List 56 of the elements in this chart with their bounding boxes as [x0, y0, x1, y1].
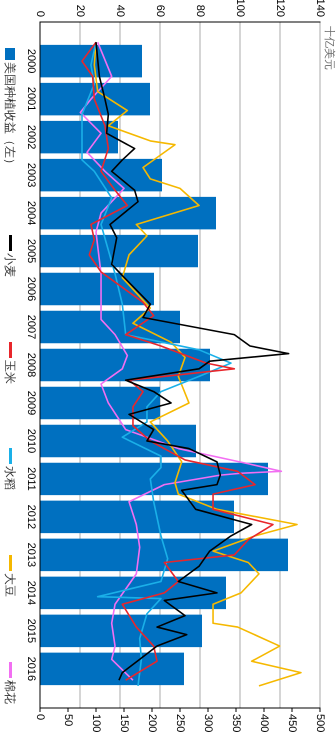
x2-tick-label: 200: [146, 714, 158, 732]
y-tick-label: 2003: [24, 162, 37, 188]
y-tick-label: 2011: [24, 467, 37, 491]
x2-tick-label: 450: [286, 714, 298, 732]
legend-label: 大豆: [3, 573, 17, 598]
y-tick-label: 2001: [24, 86, 37, 112]
bar: [40, 424, 196, 458]
bar: [40, 44, 142, 78]
y-tick-label: 2014: [24, 580, 37, 606]
x2-tick-label: 0: [34, 714, 46, 720]
bar: [40, 272, 154, 306]
y-tick-label: 2016: [24, 656, 37, 682]
legend-label: 水稻: [3, 466, 17, 490]
bar: [40, 158, 162, 192]
y-tick-label: 2009: [24, 390, 37, 416]
bar: [40, 386, 160, 420]
x2-tick-label: 400: [258, 714, 270, 732]
bar: [40, 500, 234, 534]
legend-label: 棉花: [3, 680, 17, 704]
bar: [40, 120, 118, 154]
y-tick-label: 2008: [24, 352, 37, 378]
y-tick-label: 2015: [24, 618, 37, 644]
legend-label: 玉米: [3, 360, 17, 384]
y-tick-label: 2012: [24, 504, 37, 530]
legend-label: 美国种植收益（左）: [3, 62, 17, 170]
y-tick-label: 2006: [24, 276, 37, 302]
legend-label: 小麦: [3, 252, 17, 277]
x2-tick-label: 100: [90, 714, 102, 732]
y-tick-label: 2004: [24, 200, 37, 226]
bar: [40, 614, 202, 648]
y-tick-label: 2013: [24, 542, 37, 568]
bar: [40, 576, 226, 610]
x2-tick-label: 50: [62, 714, 74, 726]
x-tick-label: 20: [74, 4, 86, 17]
x-tick-label: 40: [114, 4, 126, 17]
x2-tick-label: 300: [202, 714, 214, 732]
bar: [40, 652, 184, 686]
y-tick-label: 2005: [24, 238, 37, 264]
y-tick-label: 2010: [24, 428, 37, 454]
x-tick-label: 80: [194, 4, 206, 17]
bar: [40, 538, 288, 572]
x2-tick-label: 500: [314, 714, 326, 732]
bar: [40, 196, 216, 230]
x-tick-label: 0: [34, 10, 46, 17]
y-tick-label: 2002: [24, 124, 37, 150]
bar: [40, 462, 268, 496]
bar: [40, 82, 150, 116]
bar: [40, 310, 180, 344]
bar: [40, 234, 198, 268]
y-tick-label: 2000: [24, 48, 37, 74]
x2-tick-label: 350: [230, 714, 242, 732]
y-tick-label: 2007: [24, 314, 37, 340]
x-tick-label: 60: [154, 4, 166, 17]
chart-title: 十亿美元: [322, 26, 336, 70]
x2-tick-label: 150: [118, 714, 130, 732]
x2-tick-label: 250: [174, 714, 186, 732]
